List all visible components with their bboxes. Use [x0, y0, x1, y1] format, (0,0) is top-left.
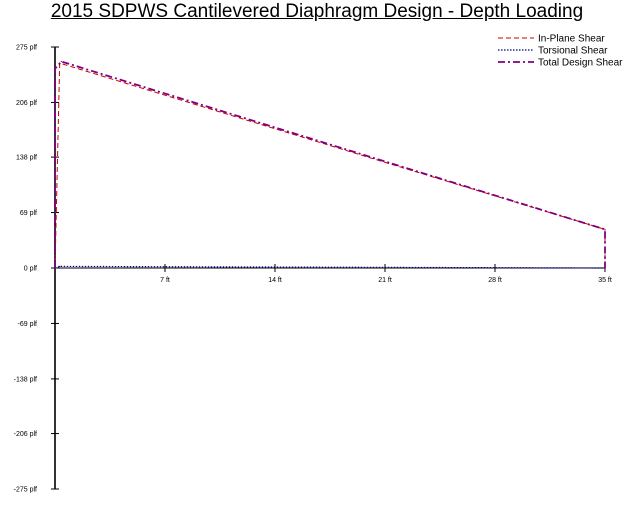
y-tick-label: 275 plf — [16, 45, 37, 52]
y-tick-label: 206 plf — [16, 100, 37, 107]
y-tick-label: 69 plf — [20, 210, 37, 217]
series-line-2 — [54, 60, 606, 268]
y-tick-label: 138 plf — [16, 155, 37, 162]
y-tick-label: -275 plf — [14, 487, 37, 494]
x-tick-label: 21 ft — [378, 277, 392, 284]
legend-label: In-Plane Shear — [538, 34, 605, 45]
x-tick-label: 14 ft — [268, 277, 282, 284]
x-tick-label: 28 ft — [488, 277, 502, 284]
y-tick-label: -206 plf — [14, 431, 37, 438]
series-layer — [54, 60, 606, 269]
data-point — [54, 267, 56, 269]
data-point — [54, 68, 56, 70]
legend-label: Total Design Shear — [538, 58, 623, 69]
y-tick-label: 0 plf — [24, 266, 37, 273]
data-point — [604, 228, 606, 231]
data-point — [604, 267, 606, 269]
y-tick-label: -138 plf — [14, 376, 37, 383]
y-tick-label: -69 plf — [18, 321, 38, 328]
x-tick-label: 35 ft — [598, 277, 612, 284]
legend-label: Torsional Shear — [538, 46, 608, 57]
data-point — [59, 265, 61, 267]
series-line-0 — [54, 62, 606, 269]
axes-layer: 275 plf 206 plf 138 plf 69 plf 0 plf -69 plf -… — [14, 45, 612, 494]
x-tick-label: 7 ft — [160, 277, 170, 284]
data-point — [60, 60, 62, 63]
chart-title: 2015 SDPWS Cantilevered Diaphragm Design… — [50, 1, 584, 22]
